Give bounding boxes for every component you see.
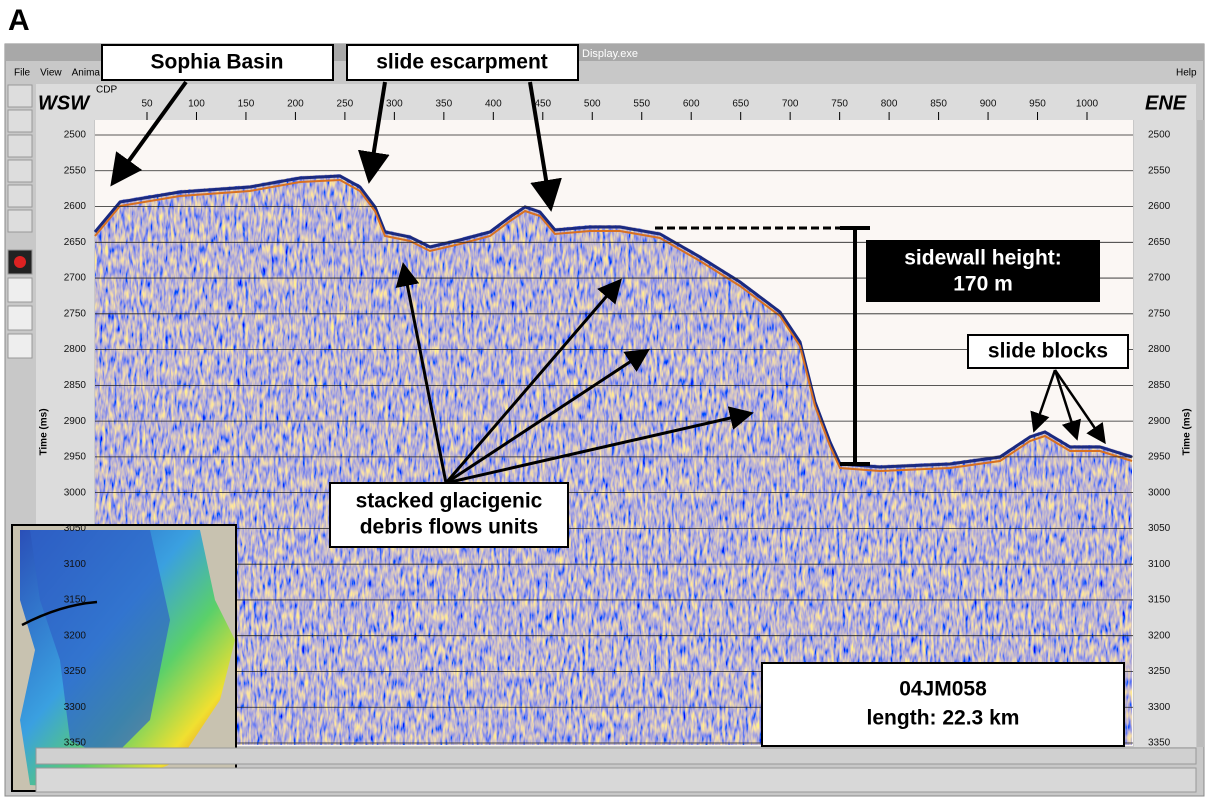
cdp-tick-label: 900: [980, 99, 997, 110]
cdp-tick-label: 200: [287, 99, 304, 110]
window-title: Display.exe: [582, 48, 638, 60]
menu-item[interactable]: Anima: [72, 68, 101, 79]
cdp-tick-label: 600: [683, 99, 700, 110]
time-tick-label: 2800: [64, 344, 87, 355]
toolbar: [8, 85, 32, 358]
time-tick-label: 2650: [1148, 237, 1171, 248]
time-tick-label: 2500: [64, 130, 87, 141]
annotation: 04JM058: [899, 678, 987, 701]
scrollbar[interactable]: [1197, 120, 1204, 747]
time-tick-label: 3200: [64, 630, 87, 641]
menu-help[interactable]: Help: [1176, 68, 1197, 79]
tool-button[interactable]: [8, 278, 32, 302]
time-tick-label: 3350: [64, 738, 87, 749]
cdp-tick-label: 250: [337, 99, 354, 110]
time-tick-label: 3100: [1148, 559, 1171, 570]
menu-item[interactable]: View: [40, 68, 62, 79]
menu-bar: File View Anima: [14, 68, 100, 79]
cdp-tick-label: 150: [238, 99, 255, 110]
annotation: length: 22.3 km: [867, 707, 1020, 730]
time-tick-label: 3150: [1148, 595, 1171, 606]
cdp-tick-label: 550: [633, 99, 650, 110]
annotation: slide escarpment: [376, 51, 548, 74]
cdp-tick-label: 100: [188, 99, 205, 110]
cdp-tick-label: 350: [435, 99, 452, 110]
panel-label: A: [8, 4, 30, 37]
tool-button[interactable]: [8, 210, 32, 232]
status-bar: [36, 768, 1196, 792]
time-tick-label: 2850: [64, 380, 87, 391]
screenshot: A Display.exe File View Anima Help CDP WSW…: [0, 0, 1209, 799]
tool-button[interactable]: [8, 306, 32, 330]
cdp-tick-label: 950: [1029, 99, 1046, 110]
time-tick-label: 3200: [1148, 630, 1171, 641]
cdp-tick-label: 500: [584, 99, 601, 110]
left-direction: WSW: [38, 92, 91, 114]
tool-icon: [14, 256, 26, 268]
tool-button[interactable]: [8, 135, 32, 157]
annotation: stacked glacigenic: [356, 490, 543, 513]
time-tick-label: 2950: [64, 452, 87, 463]
scrollbar[interactable]: [36, 748, 1196, 764]
time-tick-label: 3300: [1148, 702, 1171, 713]
time-tick-label: 2600: [1148, 201, 1171, 212]
cdp-tick-label: 400: [485, 99, 502, 110]
cdp-tick-label: 700: [782, 99, 799, 110]
cdp-tick-label: 650: [732, 99, 749, 110]
time-tick-label: 3100: [64, 559, 87, 570]
annotation-box: [762, 663, 1124, 746]
time-tick-label: 3300: [64, 702, 87, 713]
time-tick-label: 3350: [1148, 738, 1171, 749]
tool-button[interactable]: [8, 110, 32, 132]
tool-button[interactable]: [8, 334, 32, 358]
time-tick-label: 3250: [64, 666, 87, 677]
annotation: sidewall height:: [904, 247, 1062, 270]
time-tick-label: 2750: [64, 308, 87, 319]
time-tick-label: 2950: [1148, 452, 1171, 463]
time-tick-label: 3050: [1148, 523, 1171, 534]
cdp-tick-label: 450: [534, 99, 551, 110]
time-tick-label: 3050: [64, 523, 87, 534]
time-tick-label: 2900: [1148, 416, 1171, 427]
cdp-tick-label: 800: [881, 99, 898, 110]
time-tick-label: 2650: [64, 237, 87, 248]
time-tick-label: 2700: [64, 273, 87, 284]
tool-button[interactable]: [8, 85, 32, 107]
annotation: 170 m: [953, 273, 1013, 296]
cdp-label: CDP: [96, 85, 117, 96]
menu-item[interactable]: File: [14, 68, 31, 79]
time-tick-label: 2550: [64, 165, 87, 176]
cdp-tick-label: 50: [141, 99, 153, 110]
time-tick-label: 2900: [64, 416, 87, 427]
cdp-tick-label: 750: [831, 99, 848, 110]
cdp-tick-label: 300: [386, 99, 403, 110]
time-tick-label: 3150: [64, 595, 87, 606]
cdp-tick-label: 850: [930, 99, 947, 110]
time-tick-label: 2600: [64, 201, 87, 212]
time-tick-label: 3000: [64, 487, 87, 498]
right-direction: ENE: [1145, 92, 1187, 114]
time-tick-label: 3250: [1148, 666, 1171, 677]
annotation: Sophia Basin: [150, 51, 283, 74]
time-tick-label: 2500: [1148, 130, 1171, 141]
tool-button[interactable]: [8, 160, 32, 182]
annotation: slide blocks: [988, 340, 1108, 363]
time-tick-label: 2700: [1148, 273, 1171, 284]
time-tick-label: 2800: [1148, 344, 1171, 355]
time-tick-label: 2850: [1148, 380, 1171, 391]
tool-button[interactable]: [8, 185, 32, 207]
annotation: debris flows units: [360, 516, 539, 539]
time-tick-label: 2750: [1148, 308, 1171, 319]
time-label: Time (ms): [39, 408, 50, 455]
time-tick-label: 3000: [1148, 487, 1171, 498]
cdp-tick-label: 1000: [1076, 99, 1099, 110]
top-axis: [36, 84, 1196, 120]
time-label: Time (ms): [1182, 408, 1193, 455]
time-tick-label: 2550: [1148, 165, 1171, 176]
